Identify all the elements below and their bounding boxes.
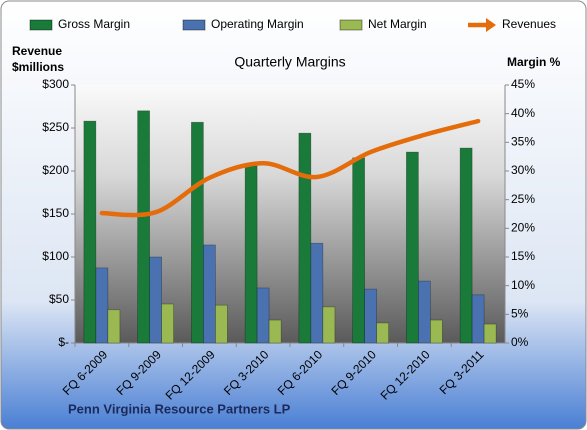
bar <box>244 165 258 344</box>
legend-label: Operating Margin <box>211 17 304 31</box>
bar <box>459 147 473 344</box>
y2-axis-title: Margin % <box>507 55 561 69</box>
bar <box>310 242 324 344</box>
bar <box>203 244 216 344</box>
bar <box>376 322 389 344</box>
bar <box>161 303 174 344</box>
bar <box>95 267 109 344</box>
y2-tick-label: 45% <box>511 77 535 91</box>
bar <box>352 157 365 344</box>
bar <box>483 323 497 344</box>
bar <box>298 132 312 344</box>
bar <box>137 110 150 344</box>
y2-tick-label: 0% <box>511 335 529 349</box>
bar <box>256 287 270 344</box>
legend-swatch <box>182 19 206 31</box>
y-tick-label: $50 <box>49 292 69 306</box>
y2-tick-label: 40% <box>511 106 535 120</box>
y2-tick-label: 15% <box>511 249 535 263</box>
bar <box>471 294 485 344</box>
legend-swatch <box>486 18 496 32</box>
bar <box>149 256 162 344</box>
y-tick-label: $200 <box>42 163 69 177</box>
legend-label: Revenues <box>502 17 556 31</box>
y2-tick-label: 10% <box>511 278 535 292</box>
legend-swatch <box>339 19 363 31</box>
y2-tick-label: 20% <box>511 221 535 235</box>
y2-tick-label: 5% <box>511 307 529 321</box>
line <box>99 118 481 218</box>
legend-label: Gross Margin <box>58 17 130 31</box>
bar <box>83 120 97 344</box>
y2-tick-label: 35% <box>511 135 535 149</box>
y-tick-label: $300 <box>42 77 69 91</box>
chart-title: Quarterly Margins <box>234 54 345 70</box>
y-tick-label: $150 <box>42 206 69 220</box>
y-axis-title: Revenue <box>12 44 62 58</box>
y-axis-title: $millions <box>12 60 64 74</box>
bar <box>406 151 419 344</box>
bar <box>364 288 377 344</box>
bar <box>215 304 228 344</box>
source: Penn Virginia Resource Partners LP <box>68 401 291 416</box>
legend-label: Net Margin <box>368 17 427 31</box>
y-tick-label: $- <box>58 335 69 349</box>
legend-swatch <box>29 19 53 31</box>
bar <box>107 309 121 344</box>
bar <box>322 306 336 344</box>
y2-tick-label: 25% <box>511 192 535 206</box>
bar <box>430 319 443 344</box>
y-tick-label: $250 <box>42 120 69 134</box>
bar <box>191 121 204 344</box>
bar <box>418 280 431 344</box>
y-tick-label: $100 <box>42 249 69 263</box>
y2-tick-label: 30% <box>511 163 535 177</box>
bar <box>268 319 282 344</box>
